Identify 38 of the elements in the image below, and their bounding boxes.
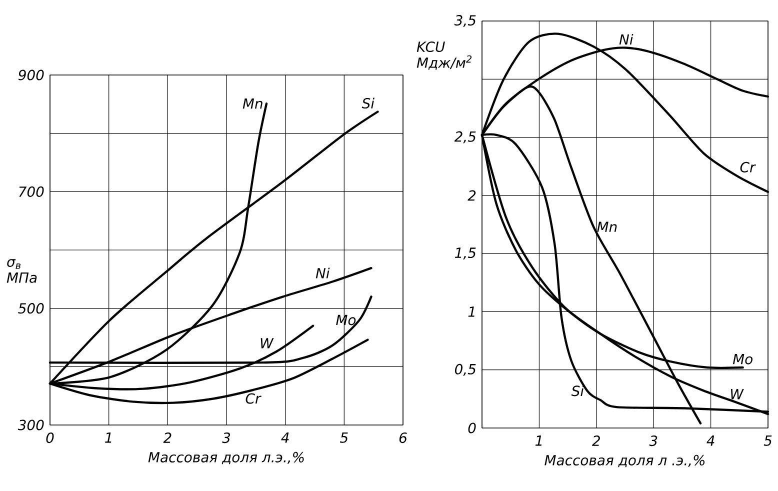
y-axis-title: σ$_{в}$ МПа [6,259,37,283]
series-label: Si [571,385,584,396]
series-label: Mo [732,354,752,364]
series-label: Ni [619,34,634,45]
y-tick-label: 500 [18,303,44,314]
series-label: W [260,338,274,348]
y-tick-label: 2,5 [454,131,476,144]
y-tick-label: 0,5 [454,364,476,376]
x-tick-label: 4 [706,436,714,446]
y-tick-label: 1,5 [454,248,476,260]
x-tick-label: 0 [46,432,54,444]
series-label: Cr [246,393,262,404]
series-label: W [730,389,744,400]
y-tick-label: 2 [468,190,476,201]
series-label: Si [362,98,374,109]
x-axis-title: Массовая доля л.э.,% [148,452,304,464]
y-tick-label: 1 [468,306,474,317]
y-tick-label: 700 [19,186,44,197]
x-tick-label: 2 [163,432,172,443]
series-label: Ni [316,268,330,278]
series-label: Cr [740,162,756,172]
x-tick-label: 2 [592,436,600,446]
x-tick-label: 6 [399,432,407,444]
y-axis-title: KCU Мдж/м$^{2}$ [416,41,472,70]
y-tick-label: 3,5 [454,15,476,27]
x-tick-label: 1 [535,436,542,446]
series-label: Mn [242,98,262,109]
series-label: Mn [597,222,617,232]
x-tick-label: 1 [105,432,112,443]
x-tick-label: 3 [222,432,230,444]
y-tick-label: 900 [18,70,44,80]
x-tick-label: 5 [764,436,772,446]
x-axis-title: Массовая доля л .э.,% [544,454,705,468]
y-tick-label: 0 [468,422,476,434]
y-tick-label: 300 [18,420,44,430]
x-tick-label: 3 [649,436,658,446]
x-tick-label: 4 [281,432,289,443]
x-tick-label: 5 [340,432,348,443]
